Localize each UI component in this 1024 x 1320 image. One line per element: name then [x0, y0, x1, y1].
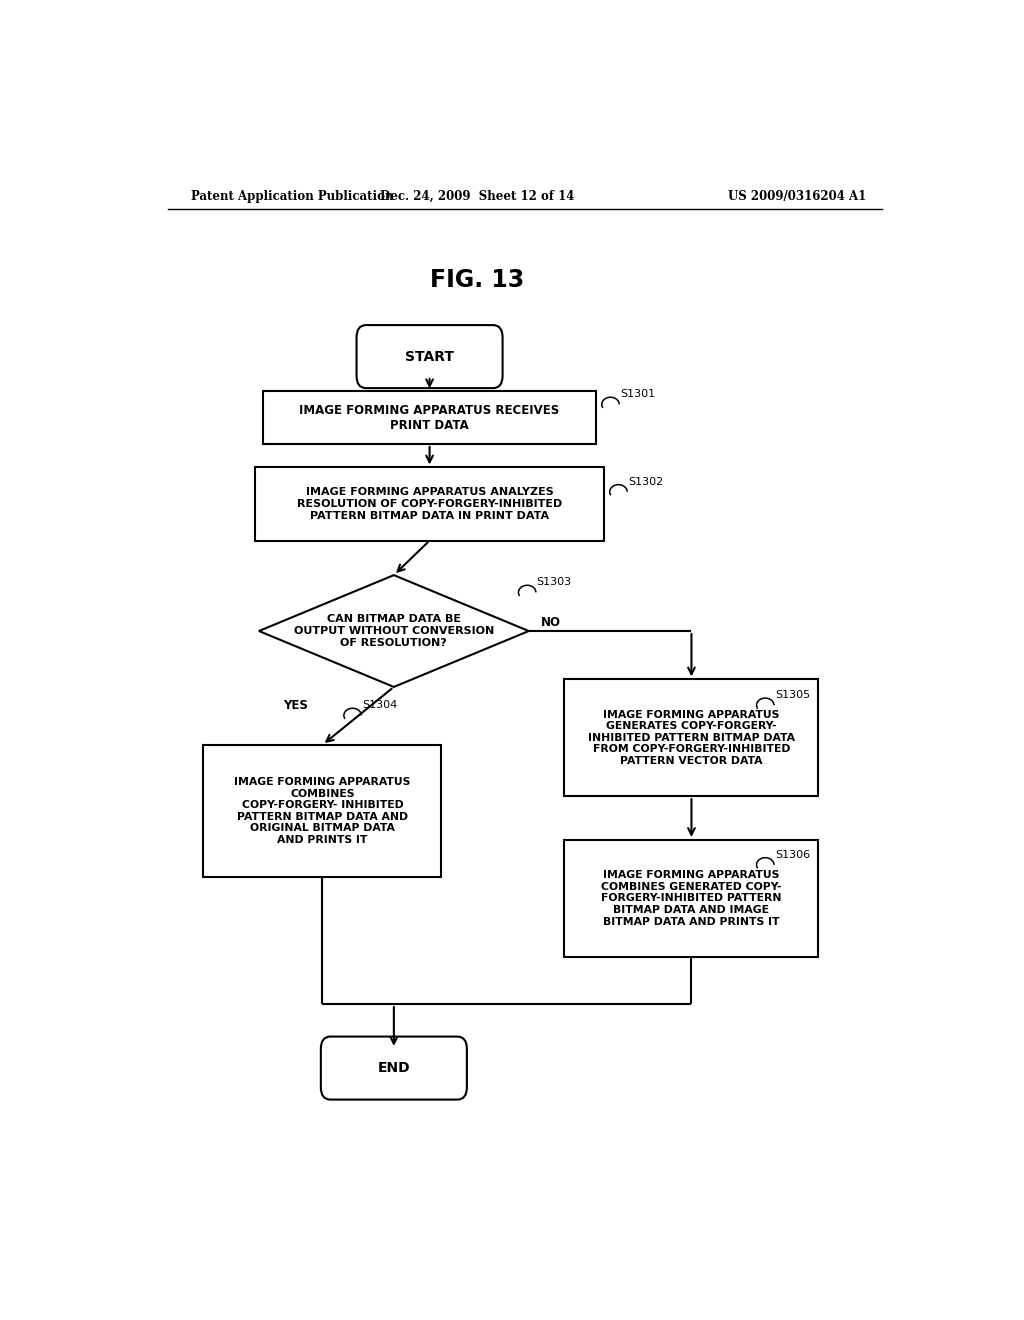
Text: S1301: S1301 — [620, 389, 655, 399]
Text: NO: NO — [541, 616, 561, 630]
Text: Patent Application Publication: Patent Application Publication — [191, 190, 394, 202]
Text: FIG. 13: FIG. 13 — [430, 268, 524, 292]
Text: IMAGE FORMING APPARATUS
GENERATES COPY-FORGERY-
INHIBITED PATTERN BITMAP DATA
FR: IMAGE FORMING APPARATUS GENERATES COPY-F… — [588, 710, 795, 766]
Text: S1304: S1304 — [362, 700, 397, 710]
Text: S1303: S1303 — [537, 577, 571, 587]
FancyBboxPatch shape — [321, 1036, 467, 1100]
Text: S1302: S1302 — [628, 477, 664, 487]
Text: END: END — [378, 1061, 411, 1074]
Text: S1306: S1306 — [775, 850, 810, 859]
FancyBboxPatch shape — [356, 325, 503, 388]
Text: CAN BITMAP DATA BE
OUTPUT WITHOUT CONVERSION
OF RESOLUTION?: CAN BITMAP DATA BE OUTPUT WITHOUT CONVER… — [294, 614, 494, 648]
Text: IMAGE FORMING APPARATUS RECEIVES
PRINT DATA: IMAGE FORMING APPARATUS RECEIVES PRINT D… — [299, 404, 560, 432]
Bar — [255, 467, 604, 541]
Polygon shape — [259, 576, 528, 686]
Text: IMAGE FORMING APPARATUS ANALYZES
RESOLUTION OF COPY-FORGERY-INHIBITED
PATTERN BI: IMAGE FORMING APPARATUS ANALYZES RESOLUT… — [297, 487, 562, 520]
Text: YES: YES — [283, 698, 307, 711]
Text: Dec. 24, 2009  Sheet 12 of 14: Dec. 24, 2009 Sheet 12 of 14 — [380, 190, 574, 202]
Bar — [263, 391, 596, 444]
Bar — [564, 680, 818, 796]
Text: US 2009/0316204 A1: US 2009/0316204 A1 — [728, 190, 866, 202]
Text: START: START — [406, 350, 454, 363]
Text: S1305: S1305 — [775, 690, 810, 700]
Text: IMAGE FORMING APPARATUS
COMBINES
COPY-FORGERY- INHIBITED
PATTERN BITMAP DATA AND: IMAGE FORMING APPARATUS COMBINES COPY-FO… — [234, 777, 411, 845]
Bar — [204, 744, 441, 876]
Bar — [564, 840, 818, 957]
Text: IMAGE FORMING APPARATUS
COMBINES GENERATED COPY-
FORGERY-INHIBITED PATTERN
BITMA: IMAGE FORMING APPARATUS COMBINES GENERAT… — [601, 870, 781, 927]
